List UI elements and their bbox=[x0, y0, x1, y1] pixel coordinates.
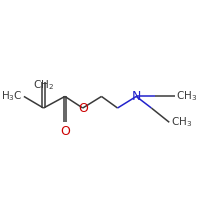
Text: N: N bbox=[132, 90, 141, 103]
Text: CH$_3$: CH$_3$ bbox=[176, 90, 198, 103]
Text: H$_3$C: H$_3$C bbox=[1, 90, 23, 103]
Text: CH$_3$: CH$_3$ bbox=[171, 115, 192, 129]
Text: O: O bbox=[60, 125, 70, 138]
Text: O: O bbox=[78, 102, 88, 115]
Text: CH$_2$: CH$_2$ bbox=[33, 79, 54, 92]
